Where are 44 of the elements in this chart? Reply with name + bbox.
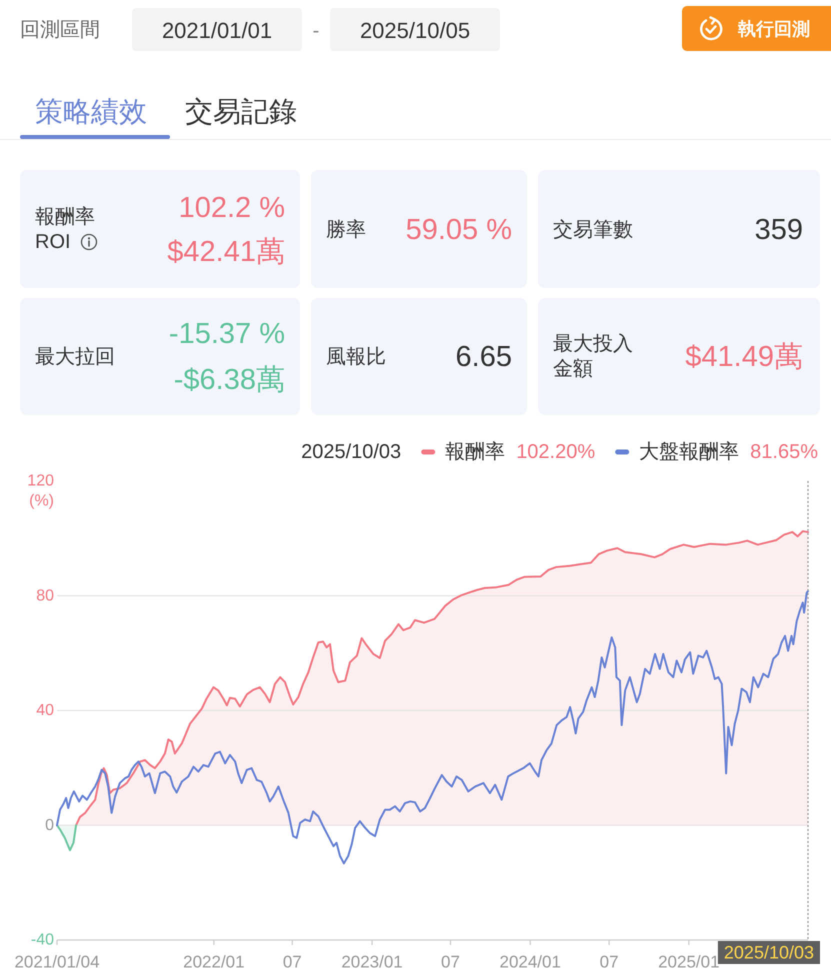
text: 策略績效 [35, 95, 147, 129]
text: $42.41萬 [167, 235, 285, 270]
text: 6.65 [456, 340, 512, 375]
text: 2021/01/01 [162, 16, 272, 44]
text: 59.05 % [406, 213, 512, 248]
text: 風報比 [326, 345, 386, 370]
y-tick-label: 80 [36, 587, 54, 604]
text: 81.65% [750, 441, 818, 463]
y-tick-label: 0 [45, 816, 54, 834]
text: 359 [754, 213, 803, 248]
x-tick-label: 07 [600, 952, 619, 972]
text: 最大拉回 [35, 345, 115, 370]
text: 最大投入金額 [553, 332, 634, 382]
x-tick-label: 2021/01/04 [14, 952, 100, 972]
text: -15.37 % [168, 317, 285, 352]
pointer-label: 2025/10/03 [718, 941, 820, 964]
y-tick-label: -40 [30, 932, 54, 948]
text: 報酬率 [35, 205, 95, 230]
y-tick-label: 120 [27, 472, 54, 490]
text: 回測區間 [20, 18, 100, 43]
y-tick-label: 40 [36, 702, 54, 719]
x-tick-label: 07 [282, 952, 302, 972]
x-tick-label: 2023/01 [341, 952, 403, 972]
x-tick-label: 2022/01 [183, 952, 245, 972]
text: 執行回測 [738, 18, 810, 40]
text: 2025/10/05 [360, 16, 470, 44]
text: 勝率 [326, 218, 366, 243]
text: 102.2 % [178, 191, 285, 226]
legend-label: 報酬率 [445, 441, 506, 463]
text: 2025/10/03 [301, 441, 402, 463]
x-tick-label: 2024/01 [499, 952, 561, 972]
text: 交易筆數 [553, 218, 633, 243]
y-axis-title: (%) [29, 492, 54, 510]
text: $41.49萬 [685, 340, 803, 375]
text: 102.20% [516, 441, 596, 463]
text: 交易記錄 [185, 95, 297, 129]
ref-line-label: 2025/10/03 [724, 942, 814, 962]
x-tick-label: 07 [441, 952, 460, 972]
line-series [56, 590, 809, 864]
text: -$6.38萬 [174, 363, 285, 398]
x-tick-label: 2025/01 [658, 952, 720, 972]
legend-label: 大盤報酬率 [639, 441, 740, 463]
text: ROI [35, 230, 71, 255]
text: - [312, 19, 320, 44]
